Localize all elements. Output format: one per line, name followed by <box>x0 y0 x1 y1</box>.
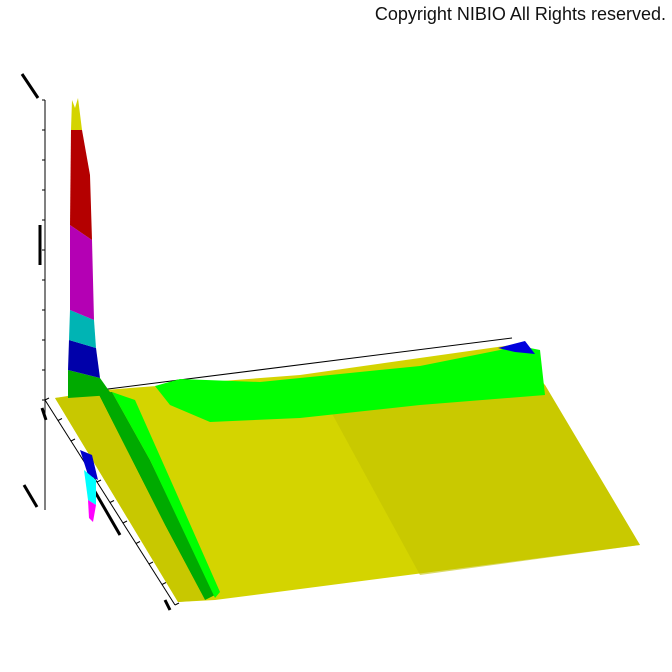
axis-label-marks <box>20 73 172 611</box>
peak-magenta <box>70 225 94 320</box>
copyright-notice: Copyright NIBIO All Rights reserved. <box>374 4 666 24</box>
x-axis-label-end <box>163 599 172 611</box>
surface-front-ridge-light <box>112 392 220 598</box>
x-tick <box>109 500 115 503</box>
peak-cyan <box>69 310 96 348</box>
surface-front-strip <box>55 393 205 602</box>
x-tick <box>57 418 63 421</box>
low-tail-cyan <box>84 470 96 505</box>
y-axis-label <box>22 484 39 508</box>
peak-blue <box>68 340 100 378</box>
x-tick <box>70 438 76 442</box>
x-tick <box>44 397 50 401</box>
z-axis-top-label <box>20 73 40 99</box>
surface-ridge <box>155 345 545 422</box>
x-tick <box>135 541 141 544</box>
peak-red <box>70 130 92 240</box>
surface-front-ridge <box>98 392 215 600</box>
x-tick <box>174 602 180 606</box>
surface-base-shade <box>330 385 640 575</box>
z-axis-ticks <box>42 99 45 401</box>
surface-cap <box>498 341 535 354</box>
back-top-edge <box>99 337 513 391</box>
x-tick <box>122 520 128 524</box>
x-axis-title <box>92 489 122 536</box>
peak-yellow <box>71 98 82 130</box>
low-tail-blue <box>80 450 98 480</box>
surface <box>55 98 640 602</box>
peak-green <box>68 370 112 398</box>
x-tick <box>148 561 154 565</box>
x-axis-label-start <box>40 407 48 421</box>
low-tail-magenta <box>88 500 96 522</box>
x-tick <box>96 479 102 483</box>
x-tick <box>161 582 167 585</box>
